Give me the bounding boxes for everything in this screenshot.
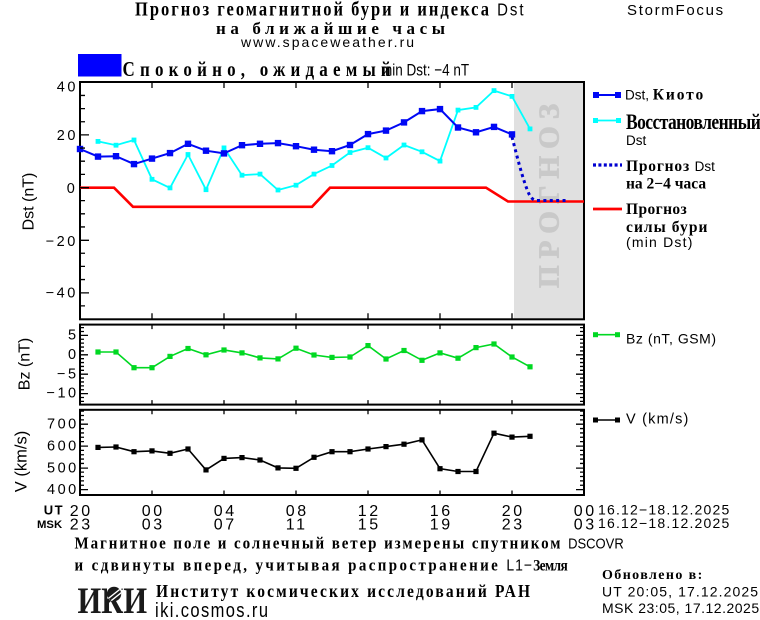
svg-text:iki.cosmos.ru: iki.cosmos.ru: [155, 598, 269, 620]
svg-text:UT: UT: [44, 503, 64, 518]
svg-text:Прогноз Dst: Прогноз Dst: [626, 158, 715, 175]
svg-text:08: 08: [286, 503, 309, 520]
svg-text:−20: −20: [46, 234, 78, 250]
svg-text:0: 0: [68, 347, 76, 363]
svg-text:Прогноз геомагнитной бури и ин: Прогноз геомагнитной бури и индекса Dst: [135, 0, 526, 20]
svg-text:Dst, Киото: Dst, Киото: [625, 87, 705, 104]
svg-text:−40: −40: [46, 285, 78, 301]
svg-text:min Dst: −4 nT: min Dst: −4 nT: [381, 61, 469, 80]
svg-text:StormFocus: StormFocus: [627, 2, 725, 19]
svg-text:00: 00: [142, 503, 165, 520]
svg-text:20: 20: [57, 128, 78, 144]
svg-text:500: 500: [47, 461, 79, 477]
svg-text:V (km/s): V (km/s): [12, 431, 30, 492]
svg-text:20: 20: [70, 503, 93, 520]
svg-text:5: 5: [68, 327, 76, 343]
svg-text:16.12−18.12.2025: 16.12−18.12.2025: [598, 502, 730, 518]
svg-text:(min Dst): (min Dst): [626, 234, 694, 250]
svg-text:00: 00: [574, 503, 597, 520]
svg-text:Спокойно, ожидаемый: Спокойно, ожидаемый: [123, 58, 396, 81]
svg-text:силы бури: силы бури: [626, 219, 708, 236]
svg-text:−5: −5: [57, 366, 79, 382]
svg-text:Институт космических исследова: Институт космических исследований РАН: [156, 581, 532, 601]
svg-text:16.12−18.12.2025: 16.12−18.12.2025: [598, 515, 730, 531]
svg-text:03: 03: [142, 517, 165, 534]
svg-text:19: 19: [430, 517, 453, 534]
svg-text:07: 07: [214, 517, 237, 534]
svg-text:11: 11: [286, 517, 308, 534]
svg-text:ПРОГНОЗ: ПРОГНОЗ: [534, 97, 566, 288]
svg-text:Bz (nT, GSM): Bz (nT, GSM): [626, 331, 717, 347]
svg-text:600: 600: [47, 439, 79, 455]
svg-text:23: 23: [502, 517, 525, 534]
svg-text:и сдвинуты вперед, учитывая ра: и сдвинуты вперед, учитывая распростране…: [75, 557, 568, 575]
svg-text:UT 20:05, 17.12.2025: UT 20:05, 17.12.2025: [602, 584, 759, 600]
svg-text:400: 400: [47, 482, 79, 498]
svg-text:04: 04: [214, 503, 237, 520]
svg-text:на ближайшие часы: на ближайшие часы: [216, 19, 450, 38]
svg-text:700: 700: [47, 417, 79, 433]
svg-text:16: 16: [430, 503, 453, 520]
svg-text:V (km/s): V (km/s): [626, 412, 690, 428]
svg-text:Bz (nT): Bz (nT): [17, 338, 34, 390]
svg-text:MSK: MSK: [37, 519, 63, 531]
svg-text:Прогноз: Прогноз: [626, 201, 687, 218]
svg-text:MSK 23:05, 17.12.2025: MSK 23:05, 17.12.2025: [602, 600, 760, 616]
svg-text:12: 12: [358, 503, 381, 520]
svg-text:0: 0: [67, 181, 75, 197]
svg-text:20: 20: [502, 503, 525, 520]
svg-text:15: 15: [358, 517, 381, 534]
svg-text:40: 40: [57, 80, 78, 96]
svg-text:23: 23: [70, 517, 93, 534]
svg-text:www.spaceweather.ru: www.spaceweather.ru: [240, 34, 416, 50]
svg-text:на 2−4 часа: на 2−4 часа: [626, 175, 706, 192]
svg-text:Dst (nT): Dst (nT): [21, 173, 38, 231]
svg-text:Магнитное поле и солнечный вет: Магнитное поле и солнечный ветер измерен…: [75, 535, 624, 553]
svg-text:03: 03: [574, 517, 597, 534]
svg-text:Восстановленный: Восстановленный: [626, 110, 760, 135]
svg-text:Dst: Dst: [626, 133, 646, 148]
svg-text:Обновлено в:: Обновлено в:: [602, 568, 704, 583]
svg-text:−10: −10: [47, 386, 79, 402]
